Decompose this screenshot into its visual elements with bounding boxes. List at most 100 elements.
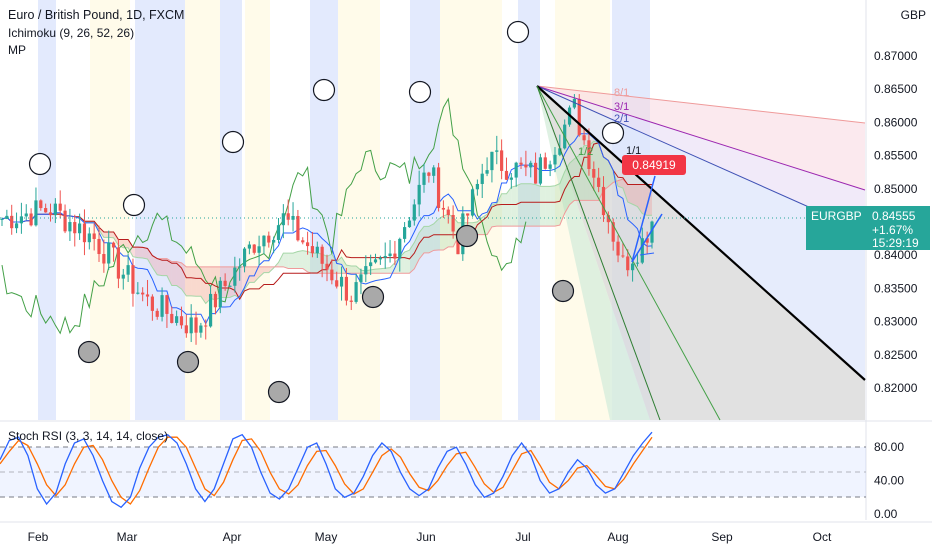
candle-body bbox=[92, 233, 96, 239]
band-yellow bbox=[245, 0, 270, 420]
fan-line-8-1 bbox=[536, 85, 866, 124]
cloud-segment bbox=[545, 186, 551, 227]
candle-body bbox=[155, 310, 159, 317]
candle-body bbox=[441, 207, 446, 210]
cloud-segment bbox=[346, 265, 352, 274]
symbol-title[interactable]: Euro / British Pound, 1D, FXCM bbox=[8, 8, 185, 22]
cloud-segment bbox=[103, 231, 109, 238]
indicator-ichimoku-label[interactable]: Ichimoku (9, 26, 52, 26) bbox=[8, 26, 135, 40]
candle-body bbox=[427, 172, 431, 176]
candle-body bbox=[218, 280, 222, 308]
pivot-marker-high bbox=[28, 152, 52, 176]
cloud-segment bbox=[608, 160, 614, 187]
cloud-segment bbox=[404, 250, 410, 274]
candle-body bbox=[349, 300, 353, 302]
candle-body bbox=[281, 213, 285, 226]
candle-body bbox=[14, 223, 19, 229]
price-tag-change: +1.67% bbox=[872, 223, 914, 237]
candle-body bbox=[199, 325, 203, 333]
candle-body bbox=[417, 184, 421, 205]
candle-body bbox=[640, 238, 644, 263]
candle-body bbox=[29, 213, 33, 226]
cloud-segment bbox=[147, 248, 153, 268]
fan-line-1-1 bbox=[536, 85, 866, 381]
cloud-segment bbox=[142, 247, 148, 260]
candle-body bbox=[630, 263, 635, 271]
indicator-stoch-rsi-label[interactable]: Stoch RSI (3, 3, 14, 14, close) bbox=[8, 429, 169, 443]
candle-body bbox=[116, 247, 121, 279]
cloud-segment bbox=[283, 253, 289, 269]
candle-body bbox=[44, 208, 48, 213]
pivot-markers bbox=[28, 20, 625, 404]
cloud-segment bbox=[501, 193, 507, 227]
candle-body bbox=[485, 170, 489, 174]
cloud-segment bbox=[249, 266, 255, 283]
cloud-segment bbox=[200, 266, 206, 304]
candle-body bbox=[97, 238, 101, 255]
pivot-marker-high bbox=[122, 193, 146, 217]
cloud-segment bbox=[210, 266, 216, 300]
cloud-segment bbox=[162, 258, 167, 276]
candle-body bbox=[5, 215, 9, 219]
candle-body bbox=[403, 227, 407, 239]
cloud-segment bbox=[622, 179, 628, 203]
candle-body bbox=[126, 265, 130, 275]
candle-body bbox=[543, 157, 547, 169]
candle-body bbox=[107, 242, 111, 264]
candle-body bbox=[519, 162, 523, 165]
cloud-segment bbox=[254, 266, 260, 283]
time-tick-label: Feb bbox=[28, 530, 49, 544]
cloud-segment bbox=[618, 179, 623, 189]
cloud-segment bbox=[550, 185, 555, 227]
price-tick-label: 0.82000 bbox=[874, 381, 918, 395]
time-tick-label: Sep bbox=[711, 530, 733, 544]
cloud-segment bbox=[128, 239, 133, 257]
candle-body bbox=[63, 210, 67, 232]
candle-body bbox=[388, 253, 392, 256]
cloud-segment bbox=[540, 186, 546, 227]
pivot-marker-low bbox=[551, 279, 575, 303]
candle-body bbox=[635, 262, 640, 264]
cloud-segment bbox=[341, 257, 347, 274]
cloud-segment bbox=[385, 267, 391, 274]
fan-lines bbox=[536, 85, 866, 421]
candle-body bbox=[165, 295, 169, 314]
candle-body bbox=[470, 189, 475, 216]
candle-body bbox=[373, 259, 378, 263]
candle-body bbox=[291, 215, 295, 220]
candle-body bbox=[145, 294, 150, 297]
candle-body bbox=[538, 157, 543, 184]
candle-body bbox=[53, 203, 57, 216]
cloud-segment bbox=[564, 163, 570, 214]
candle-body bbox=[301, 240, 305, 243]
candle-body bbox=[436, 167, 441, 208]
candle-body bbox=[325, 263, 329, 270]
candle-body bbox=[10, 215, 14, 229]
candle-body bbox=[597, 177, 601, 187]
time-axis: Feb Mar Apr May Jun Jul Aug Sep Oct bbox=[0, 521, 932, 544]
band-blue bbox=[518, 0, 540, 420]
pivot-marker-low bbox=[77, 340, 101, 364]
candle-body bbox=[252, 244, 256, 253]
cloud-segment bbox=[137, 247, 143, 258]
candle-body bbox=[228, 285, 232, 287]
time-tick-label: Apr bbox=[223, 530, 242, 544]
candle-body bbox=[310, 246, 315, 254]
candle-body bbox=[141, 292, 145, 295]
currency-label: GBP bbox=[900, 8, 926, 22]
candle-body bbox=[572, 98, 576, 108]
candle-body bbox=[558, 148, 562, 155]
candle-body bbox=[626, 256, 630, 271]
cloud-segment bbox=[176, 261, 182, 289]
projection-channel bbox=[631, 175, 663, 263]
candle-body bbox=[611, 222, 615, 242]
cloud-segment bbox=[351, 265, 357, 274]
candle-body bbox=[514, 162, 518, 178]
candle-body bbox=[276, 225, 281, 240]
cloud-segment bbox=[157, 258, 163, 276]
indicator-mp-label[interactable]: MP bbox=[8, 43, 26, 57]
price-tag-symbol: EURGBP bbox=[811, 209, 862, 223]
candle-body bbox=[305, 242, 310, 247]
cloud-segment bbox=[186, 266, 192, 296]
cloud-segment bbox=[574, 155, 580, 201]
